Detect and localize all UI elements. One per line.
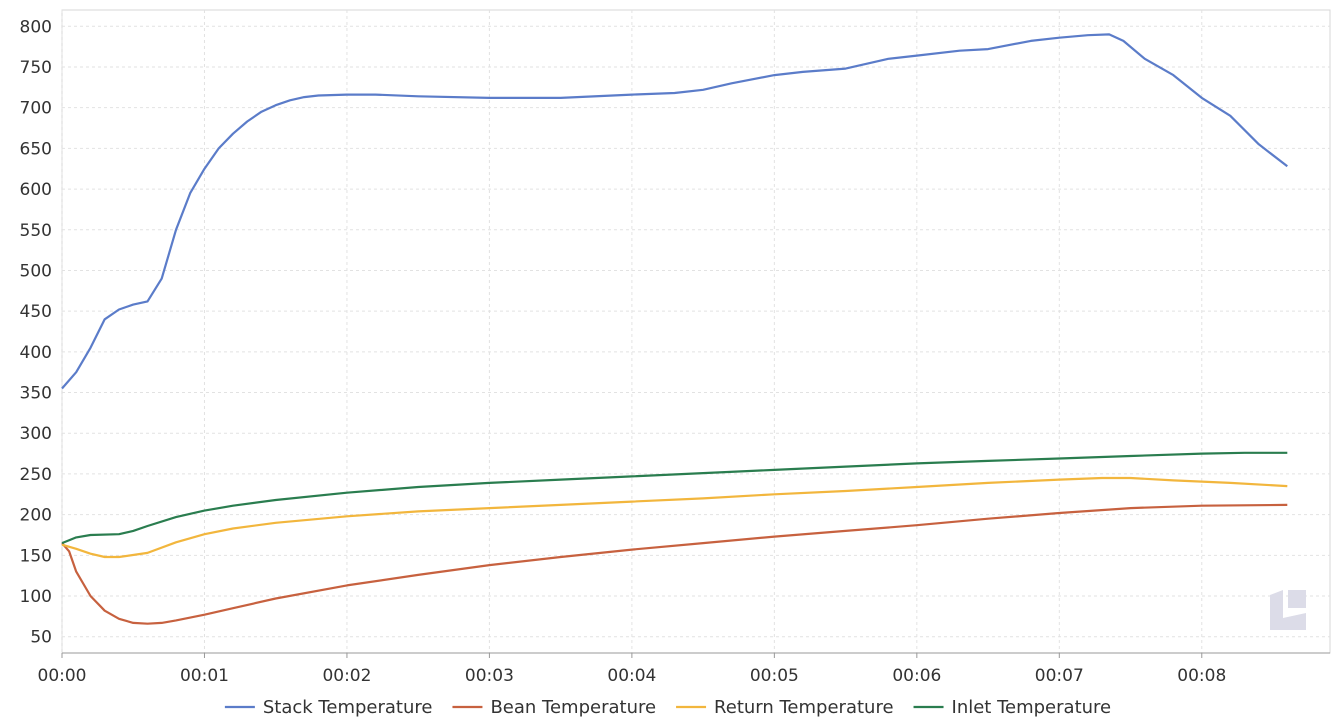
legend: Stack Temperature Bean Temperature Return … <box>225 697 1111 718</box>
legend-label: Bean Temperature <box>490 697 656 718</box>
y-tick-label: 150 <box>20 546 52 566</box>
y-tick-label: 250 <box>20 465 52 485</box>
logo-icon <box>1270 590 1306 630</box>
y-tick-label: 350 <box>20 384 52 404</box>
y-tick-label: 50 <box>30 628 52 648</box>
y-tick-label: 500 <box>20 261 52 281</box>
y-tick-label: 800 <box>20 17 52 37</box>
series-line-stack-temperature <box>62 34 1287 388</box>
legend-item: Bean Temperature <box>452 697 656 718</box>
x-tick-label: 00:02 <box>322 666 371 686</box>
y-tick-label: 100 <box>20 587 52 607</box>
y-tick-label: 600 <box>20 180 52 200</box>
y-tick-label: 750 <box>20 58 52 78</box>
y-tick-label: 450 <box>20 302 52 322</box>
y-tick-label: 700 <box>20 99 52 119</box>
x-tick-label: 00:01 <box>180 666 229 686</box>
legend-item: Stack Temperature <box>225 697 433 718</box>
legend-item: Return Temperature <box>676 697 893 718</box>
legend-label: Return Temperature <box>714 697 893 718</box>
x-tick-label: 00:04 <box>607 666 656 686</box>
y-tick-label: 550 <box>20 221 52 241</box>
x-tick-label: 00:05 <box>750 666 799 686</box>
x-tick-label: 00:00 <box>38 666 87 686</box>
grid <box>62 10 1330 653</box>
x-tick-label: 00:08 <box>1177 666 1226 686</box>
legend-label: Stack Temperature <box>263 697 433 718</box>
y-tick-label: 300 <box>20 424 52 444</box>
series-line-bean-temperature <box>62 505 1287 624</box>
legend-item: Inlet Temperature <box>914 697 1112 718</box>
series-lines <box>62 34 1287 623</box>
x-tick-label: 00:03 <box>465 666 514 686</box>
x-tick-label: 00:07 <box>1035 666 1084 686</box>
plot-frame <box>62 10 1330 653</box>
y-tick-label: 200 <box>20 506 52 526</box>
y-tick-label: 400 <box>20 343 52 363</box>
series-line-inlet-temperature <box>62 453 1287 543</box>
y-tick-label: 650 <box>20 139 52 159</box>
legend-label: Inlet Temperature <box>952 697 1112 718</box>
x-tick-label: 00:06 <box>892 666 941 686</box>
